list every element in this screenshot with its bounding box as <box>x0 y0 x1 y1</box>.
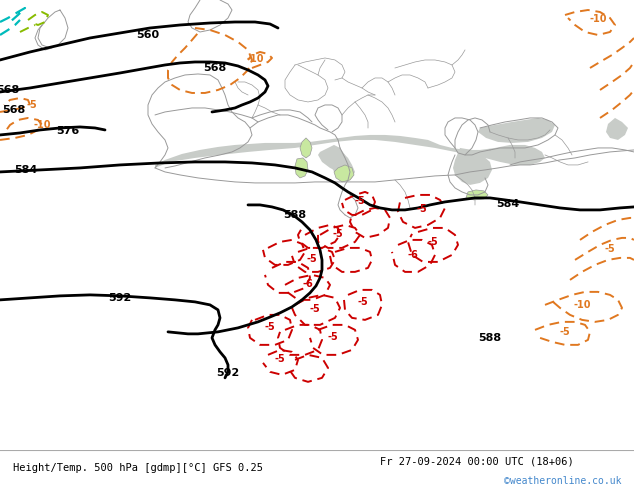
Text: 568: 568 <box>0 85 20 95</box>
Text: 560: 560 <box>136 30 160 40</box>
Polygon shape <box>453 148 492 185</box>
Text: -5: -5 <box>264 322 275 332</box>
Text: -6: -6 <box>302 279 313 289</box>
Text: Fr 27-09-2024 00:00 UTC (18+06): Fr 27-09-2024 00:00 UTC (18+06) <box>380 456 574 466</box>
Polygon shape <box>478 118 555 143</box>
Text: -10: -10 <box>246 54 264 64</box>
Text: 584: 584 <box>15 165 37 175</box>
Polygon shape <box>330 148 355 182</box>
Text: -5: -5 <box>307 254 318 264</box>
Text: -5: -5 <box>560 327 571 337</box>
Text: -5: -5 <box>358 297 368 307</box>
Text: 568: 568 <box>204 63 226 73</box>
Text: 576: 576 <box>56 126 80 136</box>
Polygon shape <box>155 135 545 168</box>
Polygon shape <box>300 138 312 158</box>
Text: 584: 584 <box>496 199 520 209</box>
Polygon shape <box>318 145 348 172</box>
Polygon shape <box>606 118 628 140</box>
Text: 588: 588 <box>479 333 501 343</box>
Text: -10: -10 <box>573 300 591 310</box>
Text: -5: -5 <box>333 229 344 239</box>
Text: 592: 592 <box>108 293 132 303</box>
Text: -5: -5 <box>309 304 320 314</box>
Text: -5: -5 <box>427 237 438 247</box>
Polygon shape <box>466 190 488 200</box>
Text: -5: -5 <box>417 204 427 214</box>
Text: 592: 592 <box>216 368 240 378</box>
Text: -5: -5 <box>354 196 365 206</box>
Text: 568: 568 <box>2 105 25 115</box>
Text: Height/Temp. 500 hPa [gdmp][°C] GFS 0.25: Height/Temp. 500 hPa [gdmp][°C] GFS 0.25 <box>13 463 262 473</box>
Text: -10: -10 <box>589 14 607 24</box>
Text: ©weatheronline.co.uk: ©weatheronline.co.uk <box>504 476 621 486</box>
Text: -5: -5 <box>328 332 339 342</box>
Text: -6: -6 <box>408 250 418 260</box>
Polygon shape <box>334 165 354 182</box>
Text: -5: -5 <box>605 244 616 254</box>
Polygon shape <box>295 158 308 178</box>
Text: -5: -5 <box>275 354 285 364</box>
Text: -5: -5 <box>27 100 37 110</box>
Text: -10: -10 <box>33 120 51 130</box>
Text: 588: 588 <box>283 210 307 220</box>
